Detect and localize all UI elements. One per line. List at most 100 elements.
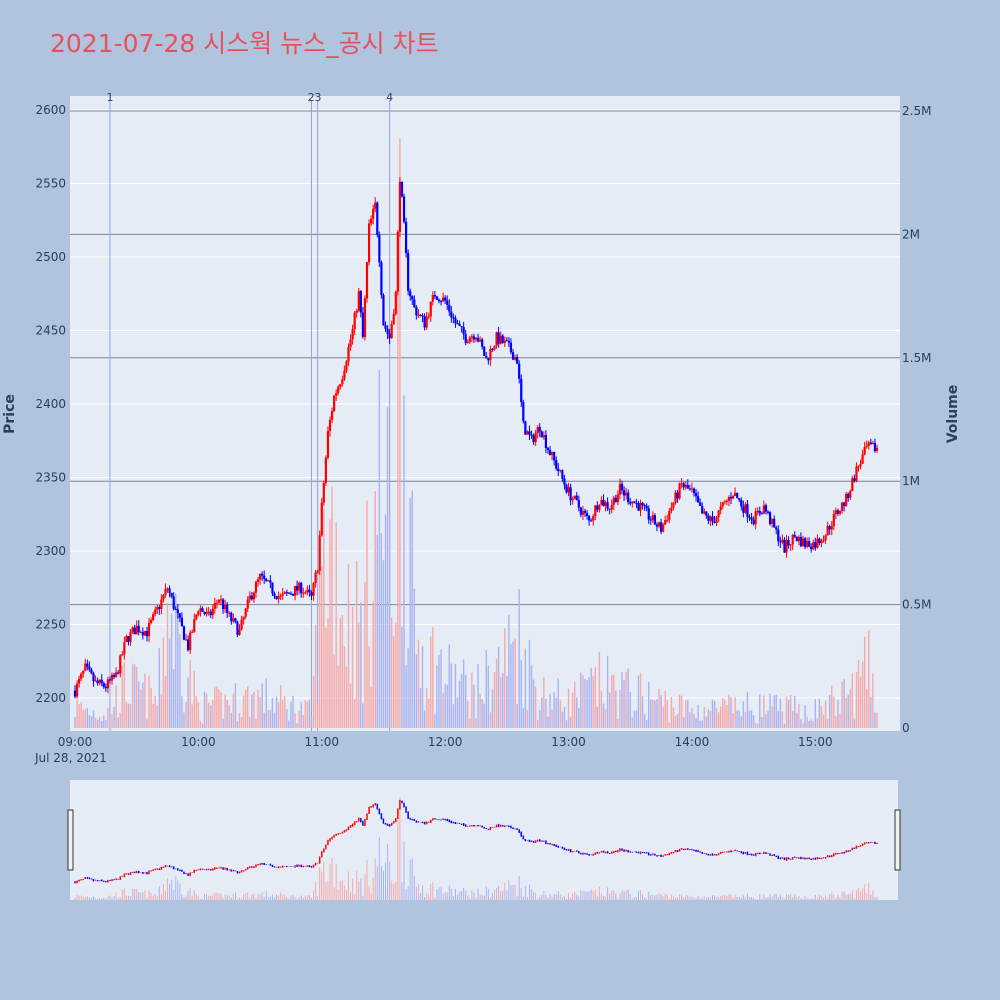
mini-volume-bar <box>664 893 666 900</box>
mini-volume-bar <box>86 896 88 900</box>
candle-body <box>244 608 247 617</box>
volume-bar <box>625 671 627 728</box>
volume-bar <box>829 694 831 728</box>
mini-volume-bar <box>140 893 142 900</box>
candle-body <box>281 593 284 596</box>
candle-body <box>501 335 504 343</box>
mini-volume-bar <box>578 896 580 900</box>
mini-volume-bar <box>265 891 267 900</box>
volume-bar <box>467 700 469 728</box>
volume-bar <box>92 709 95 728</box>
mini-volume-bar <box>637 890 639 900</box>
candle-body <box>234 618 237 622</box>
mini-volume-bar <box>724 895 726 900</box>
candle-body <box>534 433 537 443</box>
candle-body <box>80 673 83 679</box>
volume-bar <box>863 636 866 728</box>
candle-body <box>797 536 800 542</box>
candle-body <box>252 592 256 600</box>
range-slider[interactable] <box>70 780 898 900</box>
candle-body <box>764 505 768 512</box>
candle-body <box>855 466 858 482</box>
volume-bar <box>220 692 222 728</box>
volume-bar <box>417 639 420 728</box>
candle-body <box>312 582 315 596</box>
candle-body <box>176 609 179 614</box>
candle-body <box>320 502 323 536</box>
candle-body <box>384 325 387 329</box>
candle-body <box>606 502 609 509</box>
mini-volume-bar <box>691 896 693 900</box>
volume-bar <box>563 707 566 728</box>
candle-body <box>374 202 377 209</box>
candle-body <box>657 522 661 527</box>
volume-bar <box>705 716 708 728</box>
candle-body <box>339 384 342 387</box>
mini-volume-bar <box>232 894 234 900</box>
volume-bar <box>205 693 208 728</box>
volume-bar <box>101 721 103 728</box>
candle-body <box>137 625 140 632</box>
mini-volume-bar <box>837 895 839 900</box>
candle-body <box>666 519 669 521</box>
mini-volume-bar <box>276 894 278 900</box>
price-tick-label: 2600 <box>35 103 66 117</box>
volume-bar <box>571 692 574 728</box>
volume-bar <box>608 692 611 728</box>
volume-bar <box>364 581 366 728</box>
candle-body <box>98 679 101 684</box>
volume-bar <box>82 710 84 728</box>
range-slider-left-handle[interactable] <box>67 809 74 871</box>
mini-volume-bar <box>74 898 76 900</box>
price-tick-label: 2400 <box>35 397 66 411</box>
mini-volume-bar <box>570 898 572 900</box>
mini-volume-bar <box>635 896 637 900</box>
candle-body <box>376 202 379 235</box>
mini-volume-bar <box>613 890 615 900</box>
mini-volume-bar <box>818 894 820 900</box>
candle-body <box>509 342 513 353</box>
volume-bar <box>707 709 710 728</box>
volume-bar <box>84 709 86 728</box>
candle-body <box>777 529 780 542</box>
volume-bar <box>378 370 381 728</box>
candle-body <box>355 310 358 313</box>
mini-volume-bar <box>683 898 685 900</box>
volume-bar <box>129 703 132 728</box>
volume-bar <box>674 716 677 728</box>
mini-volume-bar <box>121 889 123 900</box>
mini-volume-bar <box>816 898 818 900</box>
volume-bar <box>187 677 189 728</box>
volume-bar <box>158 648 161 728</box>
candle-body <box>287 592 290 594</box>
candle-body <box>493 345 496 350</box>
candle-body <box>174 608 177 610</box>
volume-bar <box>125 701 128 728</box>
volume-gridlines <box>70 110 900 606</box>
candle-body <box>598 505 601 510</box>
mini-volume-bar <box>364 874 366 900</box>
candle-body <box>707 515 710 521</box>
candle-body <box>361 312 364 337</box>
range-slider-right-handle[interactable] <box>894 809 901 871</box>
volume-bar <box>685 700 687 728</box>
candle-body <box>793 534 796 537</box>
candle-body <box>450 311 453 318</box>
candle-body <box>398 181 402 232</box>
volume-bar <box>697 704 699 728</box>
candle-body <box>106 679 110 689</box>
mini-volume-bar <box>611 890 613 900</box>
mini-volume-bar <box>469 898 471 900</box>
mini-volume-bar <box>551 896 553 900</box>
mini-volume-bar <box>438 887 440 900</box>
mini-volume-bar <box>565 898 567 900</box>
volume-bar <box>824 700 827 728</box>
volume-bar <box>316 704 319 728</box>
mini-volume-bar <box>467 895 469 900</box>
candle-body <box>557 468 560 472</box>
mini-volume-bar <box>755 899 757 900</box>
volume-bar <box>351 606 354 728</box>
mini-volume-bar <box>224 894 226 900</box>
candle-body <box>90 669 93 674</box>
mini-volume-bar <box>315 881 317 900</box>
